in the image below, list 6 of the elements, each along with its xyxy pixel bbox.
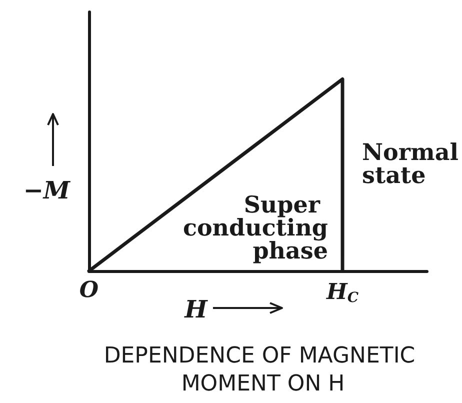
annotation: Normal state bbox=[362, 139, 462, 189]
y-axis-title: −M bbox=[23, 176, 72, 204]
x-axis-title: H bbox=[184, 294, 209, 324]
text: DEPENDENCE OF MAGNETIC MOMENT ON H bbox=[104, 344, 422, 396]
annotation: Super conducting phase bbox=[182, 192, 328, 264]
x-tick-label: O bbox=[79, 277, 99, 303]
